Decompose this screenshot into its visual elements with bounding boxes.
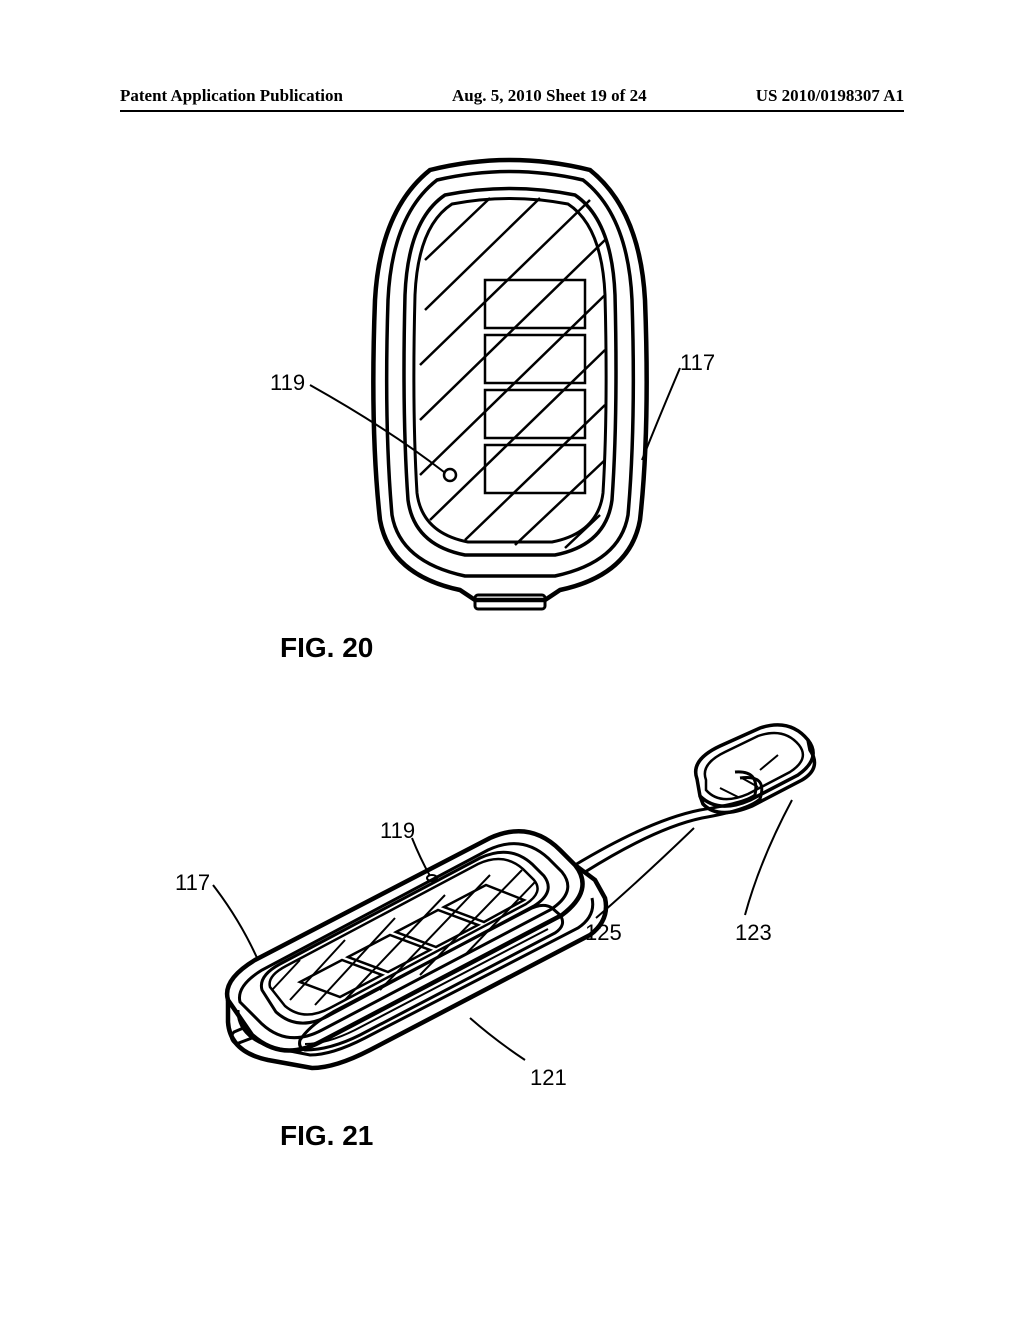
ref-119-fig20: 119 [270, 370, 305, 396]
ref-123-fig21: 123 [735, 920, 772, 946]
ref-119-fig21: 119 [380, 818, 415, 844]
fig20-drawing [0, 0, 1024, 700]
fig21-label: FIG. 21 [280, 1120, 373, 1152]
ref-121-fig21: 121 [530, 1065, 567, 1091]
ref-117-fig20: 117 [680, 350, 715, 376]
fig21-drawing [0, 700, 1024, 1320]
page: Patent Application Publication Aug. 5, 2… [0, 0, 1024, 1320]
ref-117-fig21: 117 [175, 870, 210, 896]
fig20-label: FIG. 20 [280, 632, 373, 664]
ref-125-fig21: 125 [585, 920, 622, 946]
